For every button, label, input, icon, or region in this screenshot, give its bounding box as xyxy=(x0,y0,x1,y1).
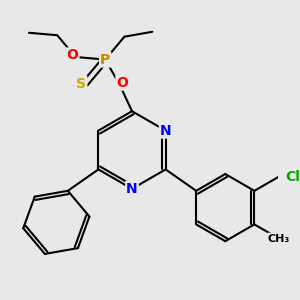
Text: S: S xyxy=(76,76,86,91)
Text: O: O xyxy=(116,76,128,90)
Text: Cl: Cl xyxy=(285,169,300,184)
Text: N: N xyxy=(160,124,171,138)
Text: O: O xyxy=(67,49,78,62)
Text: CH₃: CH₃ xyxy=(268,234,290,244)
Text: N: N xyxy=(126,182,138,196)
Text: P: P xyxy=(100,52,110,67)
